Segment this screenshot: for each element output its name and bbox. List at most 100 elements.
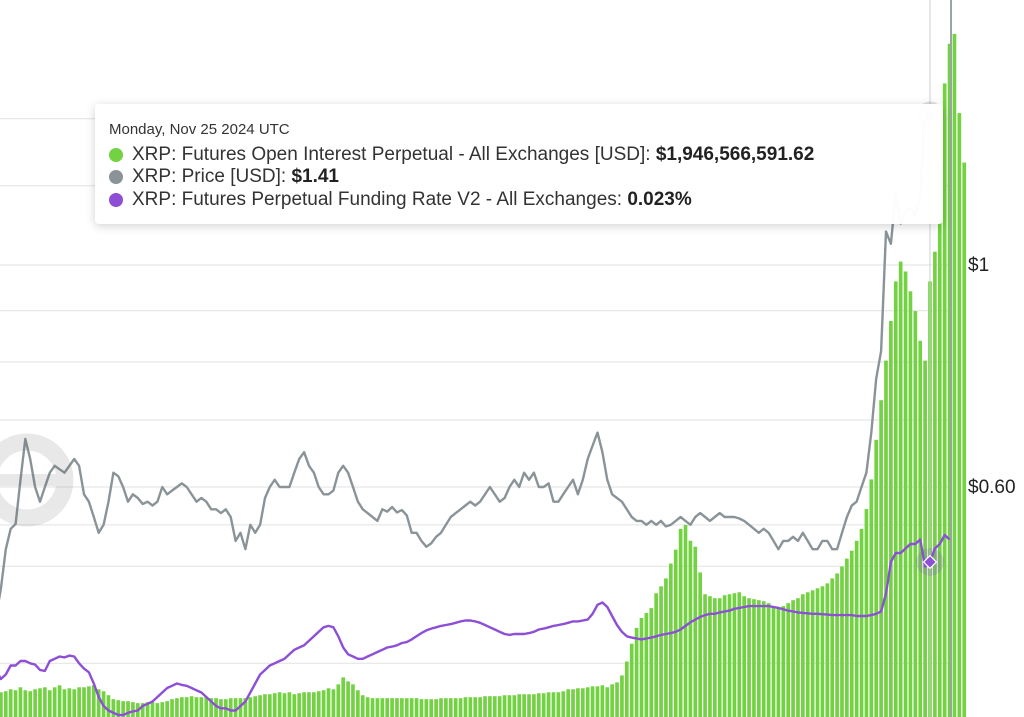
y-tick-label-0-60: $0.60: [968, 477, 1016, 498]
open-interest-bar: [752, 599, 756, 717]
open-interest-bar: [72, 689, 77, 717]
open-interest-bar: [150, 702, 155, 717]
open-interest-bars: [0, 33, 967, 717]
open-interest-bar: [722, 595, 727, 717]
open-interest-bar: [77, 687, 81, 717]
open-interest-bar: [439, 698, 443, 717]
open-interest-bar: [497, 696, 502, 717]
open-interest-bar: [3, 691, 8, 717]
open-interest-bar: [351, 684, 355, 717]
open-interest-bar: [400, 698, 404, 717]
open-interest-bar: [576, 688, 580, 717]
open-interest-bar: [673, 549, 678, 717]
open-interest-bar: [571, 689, 575, 717]
open-interest-bar: [360, 695, 365, 717]
open-interest-bar: [908, 291, 913, 717]
open-interest-bar: [194, 697, 199, 717]
open-interest-bar: [830, 578, 835, 717]
open-interest-bar: [639, 618, 644, 717]
open-interest-bar: [761, 601, 766, 717]
open-interest-bar: [336, 684, 341, 717]
open-interest-bar: [67, 688, 72, 717]
open-interest-bar: [370, 698, 375, 717]
open-interest-bar: [199, 697, 204, 717]
open-interest-bar: [717, 598, 722, 717]
open-interest-bar: [331, 689, 336, 717]
tooltip-series-value: $1.41: [291, 166, 339, 187]
open-interest-bar: [624, 661, 629, 717]
open-interest-bar: [776, 608, 781, 717]
open-interest-bar: [302, 692, 306, 717]
open-interest-dot-icon: [109, 148, 123, 162]
open-interest-bar: [889, 321, 893, 717]
open-interest-bar: [703, 594, 707, 717]
open-interest-bar: [678, 528, 683, 717]
open-interest-bar: [287, 692, 292, 717]
open-interest-bar: [444, 698, 448, 717]
open-interest-bar: [165, 701, 169, 717]
open-interest-bar: [595, 686, 600, 717]
tooltip-row-price: XRP: Price [USD]: $1.41: [109, 166, 339, 188]
open-interest-bar: [566, 689, 570, 717]
open-interest-bar: [468, 697, 473, 717]
open-interest-bar: [933, 251, 937, 717]
open-interest-bar: [502, 695, 507, 717]
open-interest-bar: [796, 598, 800, 717]
open-interest-bar: [453, 698, 458, 717]
open-interest-bar: [282, 693, 287, 717]
open-interest-bar: [634, 627, 639, 717]
open-interest-bar: [845, 558, 849, 717]
funding-hover-marker: [922, 554, 938, 570]
open-interest-bar: [590, 686, 595, 717]
open-interest-bar: [766, 603, 771, 717]
open-interest-bar: [893, 281, 898, 717]
open-interest-bar: [492, 696, 497, 717]
open-interest-bar: [258, 695, 262, 717]
open-interest-bar: [727, 594, 732, 717]
open-interest-bar: [204, 697, 209, 717]
funding-rate-line: [0, 533, 951, 717]
open-interest-bar: [620, 675, 624, 717]
open-interest-bar: [57, 685, 62, 717]
open-interest-bar: [341, 677, 346, 717]
open-interest-bar: [903, 271, 908, 717]
tooltip-series-value: $1,946,566,591.62: [655, 144, 815, 165]
open-interest-bar: [277, 692, 282, 717]
tooltip-row-funding-rate: XRP: Futures Perpetual Funding Rate V2 -…: [109, 189, 692, 211]
open-interest-bar: [13, 690, 18, 717]
open-interest-bar: [781, 606, 786, 717]
open-interest-bar: [815, 588, 820, 717]
open-interest-bar: [473, 697, 478, 717]
open-interest-bar: [23, 690, 28, 717]
open-interest-bar: [541, 693, 546, 717]
open-interest-bar: [668, 563, 673, 717]
open-interest-bar: [786, 603, 791, 717]
open-interest-bar: [91, 685, 96, 717]
open-interest-bar: [404, 698, 409, 717]
open-interest-bar: [429, 699, 434, 717]
open-interest-bar: [820, 586, 825, 717]
open-interest-bar: [478, 697, 482, 717]
open-interest-bar: [923, 360, 927, 717]
open-interest-bar: [463, 697, 468, 717]
open-interest-bar: [835, 573, 839, 717]
price-dot-icon: [109, 170, 123, 184]
open-interest-bar: [434, 699, 438, 717]
open-interest-bar: [947, 43, 952, 717]
open-interest-bar: [390, 698, 394, 717]
open-interest-bar: [517, 694, 522, 717]
tooltip-series-name: XRP: Futures Open Interest Perpetual - A…: [132, 144, 646, 165]
open-interest-bar: [942, 83, 947, 717]
open-interest-bar: [737, 592, 742, 717]
open-interest-bar: [488, 696, 492, 717]
open-interest-bar: [18, 687, 23, 717]
open-interest-bar: [268, 694, 272, 717]
open-interest-bar: [160, 702, 165, 717]
open-interest-bar: [600, 685, 605, 717]
open-interest-bar: [659, 586, 663, 717]
open-interest-bar: [698, 572, 703, 717]
open-interest-bar: [561, 691, 566, 717]
open-interest-bar: [522, 694, 526, 717]
tooltip-series-name: XRP: Futures Perpetual Funding Rate V2 -…: [132, 189, 617, 210]
open-interest-bar: [849, 550, 854, 717]
